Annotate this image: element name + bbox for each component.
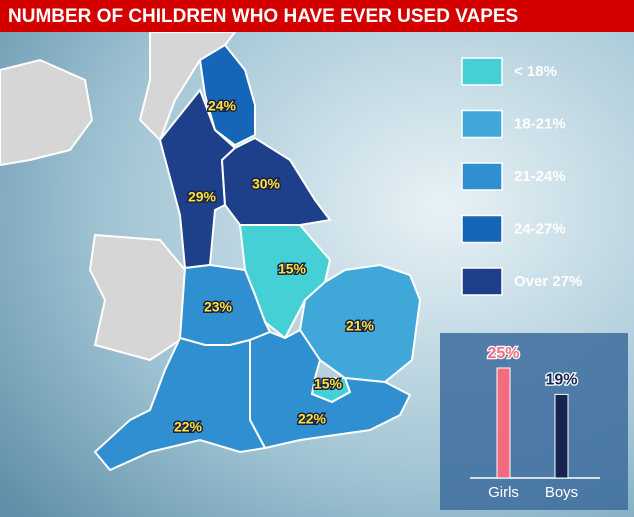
region-label: 21% — [346, 318, 375, 334]
wales-shape — [88, 233, 187, 362]
bar — [554, 393, 569, 479]
region — [93, 336, 267, 472]
legend-label: 18-21% — [514, 115, 566, 132]
bar-value-label: 25% — [487, 345, 519, 362]
bar-value-label: 19% — [545, 372, 577, 389]
region-label: 30% — [252, 176, 281, 192]
inset-chart: 25% Girls 19% Boys — [486, 344, 579, 501]
map: 24% 29% 30% 15% 23% 21% 15% 22% 22% — [93, 43, 422, 472]
region-label: 24% — [208, 98, 237, 114]
legend-swatch — [461, 162, 503, 191]
region — [249, 328, 412, 450]
legend-swatch — [461, 57, 503, 86]
title-bar — [0, 0, 634, 32]
legend-label: 24-27% — [514, 220, 566, 237]
legend-swatch — [461, 109, 503, 139]
bar — [496, 367, 511, 479]
region-label: 23% — [204, 299, 233, 315]
region-label: 29% — [188, 189, 217, 205]
scotland-shape — [138, 31, 238, 142]
legend-swatch — [461, 267, 503, 296]
region-label: 15% — [278, 261, 307, 277]
region-label: 22% — [174, 419, 203, 435]
legend-swatch — [461, 214, 503, 244]
inset-panel — [440, 333, 628, 510]
bar-category-label: Girls — [488, 484, 519, 501]
legend-label: Over 27% — [514, 273, 582, 290]
region — [198, 43, 256, 147]
title: NUMBER OF CHILDREN WHO HAVE EVER USED VA… — [8, 6, 518, 27]
ireland-shape — [0, 58, 94, 167]
bar-category-label: Boys — [545, 484, 578, 501]
legend-label: < 18% — [514, 63, 557, 80]
legend: < 18% 18-21% 21-24% 24-27% Over 27% — [461, 57, 582, 296]
region-label: 22% — [298, 411, 327, 427]
region — [220, 136, 332, 226]
legend-label: 21-24% — [514, 168, 566, 185]
region-label: 15% — [314, 376, 343, 392]
